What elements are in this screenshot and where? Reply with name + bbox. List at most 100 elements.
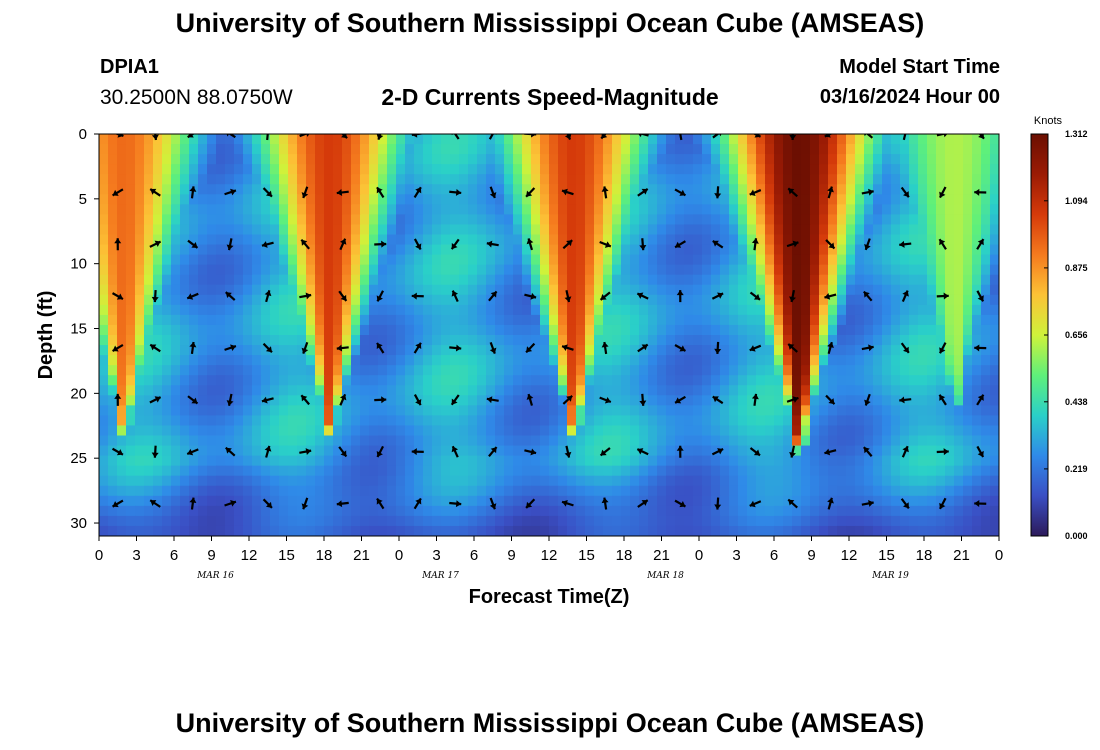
heatmap-cell <box>234 475 244 487</box>
arrow-head <box>902 446 909 453</box>
heatmap-cell <box>144 445 154 457</box>
arrow-head <box>301 347 309 354</box>
heatmap-cell <box>855 204 865 215</box>
heatmap-cell <box>315 515 325 527</box>
heatmap-cell <box>909 375 919 386</box>
heatmap-cell <box>927 294 937 306</box>
heatmap-cell <box>684 304 694 316</box>
heatmap-cell <box>576 475 586 487</box>
heatmap-cell <box>252 365 262 376</box>
heatmap-cell <box>594 214 604 226</box>
heatmap-cell <box>216 154 226 165</box>
heatmap-cell <box>288 324 298 336</box>
heatmap-cell <box>405 234 415 246</box>
heatmap-cell <box>270 284 280 296</box>
heatmap-cell <box>846 224 856 236</box>
current-arrow <box>636 448 649 456</box>
heatmap-cell <box>180 365 190 376</box>
heatmap-cell <box>990 284 999 296</box>
heatmap-cell <box>873 134 883 145</box>
heatmap-cell <box>855 314 865 326</box>
arrow-head <box>566 240 573 247</box>
arrow-head <box>151 452 159 458</box>
heatmap-cell <box>729 335 739 346</box>
heatmap-cell <box>531 204 541 215</box>
arrow-head <box>714 504 722 510</box>
heatmap-cell <box>414 425 424 437</box>
heatmap-cell <box>513 274 523 286</box>
heatmap-cell <box>360 375 370 386</box>
heatmap-cell <box>801 425 811 437</box>
heatmap-cell <box>513 495 523 507</box>
current-arrow <box>149 343 161 353</box>
heatmap-cell <box>504 214 514 226</box>
heatmap-cell <box>279 465 289 477</box>
heatmap-cell <box>351 445 361 457</box>
heatmap-cell <box>729 214 739 226</box>
heatmap-cell <box>765 134 775 145</box>
heatmap-cell <box>216 515 226 527</box>
heatmap-cell <box>189 214 199 226</box>
heatmap-cell <box>747 375 757 386</box>
heatmap-cell <box>603 415 613 427</box>
heatmap-cell <box>297 405 307 416</box>
heatmap-cell <box>495 415 505 427</box>
heatmap-cell <box>819 465 829 477</box>
heatmap-cell <box>198 355 208 366</box>
heatmap-cell <box>819 314 829 326</box>
heatmap-cell <box>882 435 892 447</box>
heatmap-cell <box>765 385 775 396</box>
heatmap-cell <box>306 335 316 346</box>
heatmap-cell <box>171 294 181 306</box>
y-tick-label: 30 <box>70 515 87 532</box>
heatmap-cell <box>126 385 136 396</box>
heatmap-cell <box>945 465 955 477</box>
heatmap-cell <box>117 365 127 376</box>
heatmap-cell <box>522 174 532 185</box>
heatmap-cell <box>729 515 739 527</box>
heatmap-cell <box>990 304 999 316</box>
heatmap-cell <box>198 304 208 316</box>
heatmap-cell <box>576 515 586 527</box>
heatmap-cell <box>783 194 793 205</box>
heatmap-cell <box>387 475 397 487</box>
heatmap-cell <box>945 415 955 427</box>
heatmap-cell <box>234 505 244 517</box>
heatmap-cell <box>972 134 982 145</box>
heatmap-cell <box>981 254 991 266</box>
heatmap-cell <box>873 345 883 356</box>
heatmap-cell <box>270 445 280 457</box>
heatmap-cell <box>414 525 424 536</box>
heatmap-cell <box>486 144 496 155</box>
heatmap-cell <box>756 485 766 497</box>
heatmap-cell <box>567 204 577 215</box>
heatmap-cell <box>522 204 532 215</box>
heatmap-cell <box>270 224 280 236</box>
heatmap-cell <box>909 314 919 326</box>
heatmap-cell <box>891 134 901 145</box>
heatmap-cell <box>207 475 217 487</box>
current-arrow <box>674 499 687 508</box>
heatmap-cell <box>963 244 973 256</box>
heatmap-cell <box>657 284 667 296</box>
heatmap-cell <box>405 405 415 416</box>
heatmap-cell <box>306 254 316 266</box>
heatmap-cell <box>954 274 964 286</box>
heatmap-cell <box>810 144 820 155</box>
heatmap-cell <box>297 324 307 336</box>
heatmap-cell <box>324 355 334 366</box>
heatmap-cell <box>207 395 217 406</box>
heatmap-cell <box>270 174 280 185</box>
current-arrow <box>449 188 462 196</box>
heatmap-cell <box>477 475 487 487</box>
heatmap-cell <box>819 375 829 386</box>
heatmap-cell <box>801 495 811 507</box>
heatmap-cell <box>720 345 730 356</box>
heatmap-cell <box>522 244 532 256</box>
heatmap-cell <box>207 144 217 155</box>
heatmap-cell <box>171 525 181 536</box>
heatmap-cell <box>855 134 865 145</box>
heatmap-cell <box>351 294 361 306</box>
current-arrow <box>151 445 159 458</box>
heatmap-cell <box>918 465 928 477</box>
